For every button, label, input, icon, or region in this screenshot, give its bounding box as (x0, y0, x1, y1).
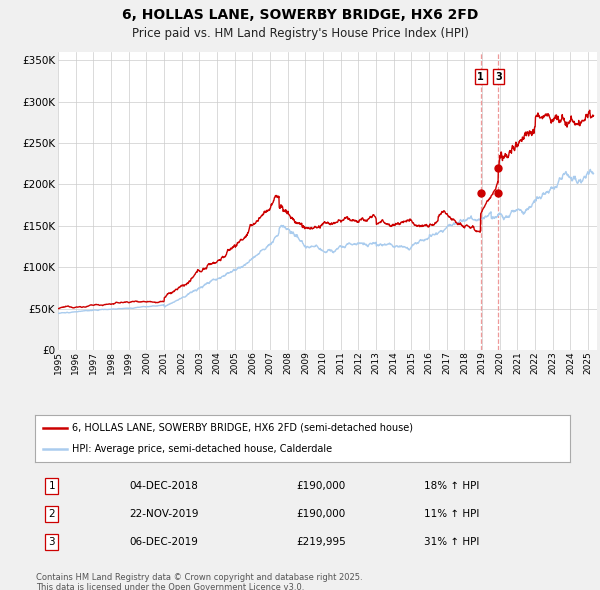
Text: £219,995: £219,995 (296, 537, 346, 547)
Text: 31% ↑ HPI: 31% ↑ HPI (424, 537, 479, 547)
Text: 11% ↑ HPI: 11% ↑ HPI (424, 509, 479, 519)
Text: 18% ↑ HPI: 18% ↑ HPI (424, 481, 479, 491)
Text: 2: 2 (49, 509, 55, 519)
Text: 3: 3 (49, 537, 55, 547)
Text: 6, HOLLAS LANE, SOWERBY BRIDGE, HX6 2FD (semi-detached house): 6, HOLLAS LANE, SOWERBY BRIDGE, HX6 2FD … (73, 422, 413, 432)
Text: 06-DEC-2019: 06-DEC-2019 (130, 537, 198, 547)
Text: 1: 1 (49, 481, 55, 491)
Text: 1: 1 (478, 72, 484, 82)
Text: £190,000: £190,000 (296, 509, 345, 519)
Text: £190,000: £190,000 (296, 481, 345, 491)
Text: 6, HOLLAS LANE, SOWERBY BRIDGE, HX6 2FD: 6, HOLLAS LANE, SOWERBY BRIDGE, HX6 2FD (122, 8, 478, 22)
Text: 22-NOV-2019: 22-NOV-2019 (130, 509, 199, 519)
Text: 3: 3 (495, 72, 502, 82)
Text: HPI: Average price, semi-detached house, Calderdale: HPI: Average price, semi-detached house,… (73, 444, 332, 454)
Text: Contains HM Land Registry data © Crown copyright and database right 2025.
This d: Contains HM Land Registry data © Crown c… (36, 573, 362, 590)
Text: 04-DEC-2018: 04-DEC-2018 (130, 481, 198, 491)
Text: Price paid vs. HM Land Registry's House Price Index (HPI): Price paid vs. HM Land Registry's House … (131, 27, 469, 40)
